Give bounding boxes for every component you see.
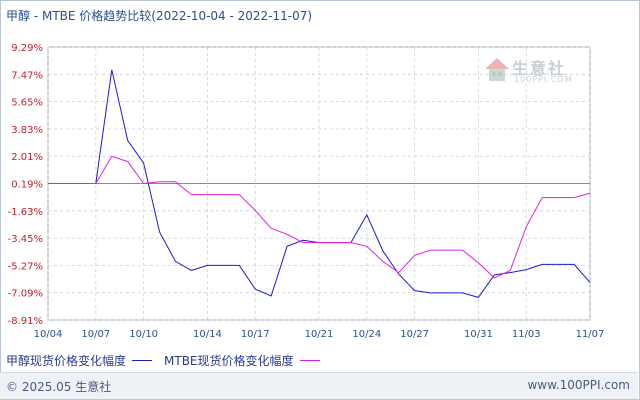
legend-item-methanol: 甲醇现货价格变化幅度 [6, 352, 153, 369]
legend-item-mtbe: MTBE现货价格变化幅度 [164, 352, 320, 369]
footer-bar: © 2025.05 生意社 www.100PPI.com [0, 372, 638, 399]
x-tick-label: 10/10 [129, 329, 158, 340]
x-tick-label: 10/14 [193, 329, 222, 340]
watermark-cn: 生意社 [512, 59, 567, 78]
chart-legend: 甲醇现货价格变化幅度 MTBE现货价格变化幅度 [6, 352, 332, 369]
legend-swatch-mtbe [299, 360, 320, 361]
x-tick-label: 10/27 [400, 329, 429, 340]
y-tick-label: -1.63% [8, 207, 43, 218]
y-tick-label: 9.29% [11, 43, 43, 54]
y-tick-label: -7.09% [8, 289, 43, 300]
x-tick-label: 10/24 [352, 329, 381, 340]
y-tick-label: 7.47% [11, 70, 43, 81]
x-tick-label: 11/03 [512, 329, 541, 340]
series-line-1 [48, 155, 591, 279]
footer-copyright: © 2025.05 生意社 [6, 380, 112, 394]
x-tick-label: 11/07 [576, 329, 605, 340]
x-tick-label: 10/31 [464, 329, 493, 340]
legend-swatch-methanol [132, 360, 153, 361]
house-icon [485, 58, 509, 81]
y-tick-label: -3.45% [8, 234, 43, 245]
x-tick-label: 10/21 [305, 329, 334, 340]
y-tick-label: 2.01% [11, 152, 43, 163]
y-tick-label: 0.19% [11, 180, 43, 191]
legend-label-methanol: 甲醇现货价格变化幅度 [6, 354, 127, 368]
footer-site-link[interactable]: www.100PPI.com [527, 378, 630, 392]
y-tick-label: -5.27% [8, 261, 43, 272]
y-tick-label: -8.91% [8, 316, 43, 327]
x-tick-label: 10/07 [81, 329, 110, 340]
x-tick-label: 10/17 [241, 329, 270, 340]
y-tick-label: 3.83% [11, 125, 43, 136]
x-tick-label: 10/04 [34, 329, 63, 340]
y-tick-label: 5.65% [11, 98, 43, 109]
watermark-logo: 生意社 100PPI.COM [482, 53, 578, 87]
legend-label-mtbe: MTBE现货价格变化幅度 [164, 354, 294, 368]
chart-title: 甲醇 - MTBE 价格趋势比较(2022-10-04 - 2022-11-07… [6, 9, 313, 23]
watermark-en: 100PPI.COM [514, 75, 573, 84]
